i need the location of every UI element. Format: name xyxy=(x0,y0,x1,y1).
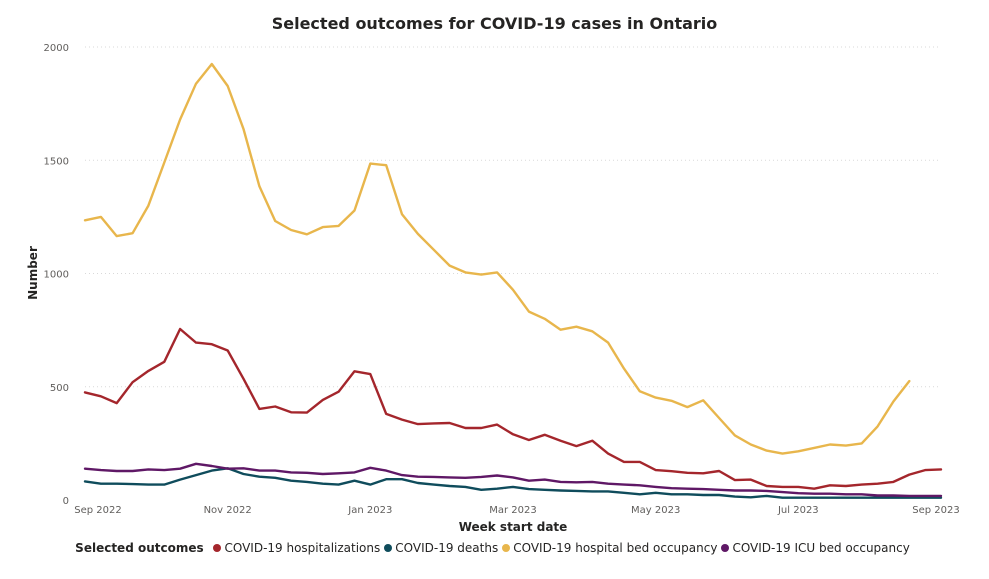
x-tick-label: May 2023 xyxy=(631,505,680,516)
line-chart: 0 500 1000 1500 2000 Sep 2022 Nov 2022 Jan 202… xyxy=(26,43,960,534)
legend-dot-icon xyxy=(721,544,730,552)
legend-label: COVID-19 hospitalizations xyxy=(224,541,381,555)
gridlines xyxy=(85,46,941,388)
x-tick-label: Jan 2023 xyxy=(347,505,392,516)
legend-item[interactable]: COVID-19 deaths xyxy=(384,541,498,555)
y-axis-title: Number xyxy=(26,246,40,300)
series-line-covid-19-hospitalizations[interactable] xyxy=(83,327,943,490)
y-tick-label: 0 xyxy=(63,496,69,507)
series-lines xyxy=(83,62,943,499)
legend-dot-icon xyxy=(213,544,222,552)
x-axis-ticks: Sep 2022 Nov 2022 Jan 2023 Mar 2023 May 2023… xyxy=(74,505,959,516)
x-tick-label: Nov 2022 xyxy=(204,505,252,516)
legend-item[interactable]: COVID-19 hospitalizations xyxy=(213,541,380,555)
x-tick-label: Jul 2023 xyxy=(777,505,819,516)
y-tick-label: 1500 xyxy=(44,156,69,167)
x-tick-label: Mar 2023 xyxy=(489,505,537,516)
legend-label: COVID-19 ICU bed occupancy xyxy=(732,541,910,555)
legend-dot-icon xyxy=(502,544,511,552)
y-tick-label: 1000 xyxy=(44,270,69,281)
y-tick-label: 2000 xyxy=(44,43,69,54)
series-line-covid-19-icu-bed-occupancy[interactable] xyxy=(83,462,943,498)
y-tick-label: 500 xyxy=(50,383,69,394)
y-axis-ticks: 0 500 1000 1500 2000 xyxy=(44,43,69,507)
series-line-covid-19-hospital-bed-occupancy[interactable] xyxy=(83,62,911,455)
legend: Selected outcomes COVID-19 hospitalizati… xyxy=(0,541,989,555)
legend-label: COVID-19 hospital bed occupancy xyxy=(513,541,718,555)
legend-item[interactable]: COVID-19 hospital bed occupancy xyxy=(502,541,717,555)
legend-label: COVID-19 deaths xyxy=(395,541,499,555)
chart-title: Selected outcomes for COVID-19 cases in … xyxy=(271,14,718,33)
legend-item[interactable]: COVID-19 ICU bed occupancy xyxy=(721,541,910,555)
legend-title: Selected outcomes xyxy=(75,541,204,555)
x-tick-label: Sep 2023 xyxy=(912,505,959,516)
x-tick-label: Sep 2022 xyxy=(74,505,121,516)
x-axis-title: Week start date xyxy=(459,520,568,534)
legend-dot-icon xyxy=(384,544,393,552)
